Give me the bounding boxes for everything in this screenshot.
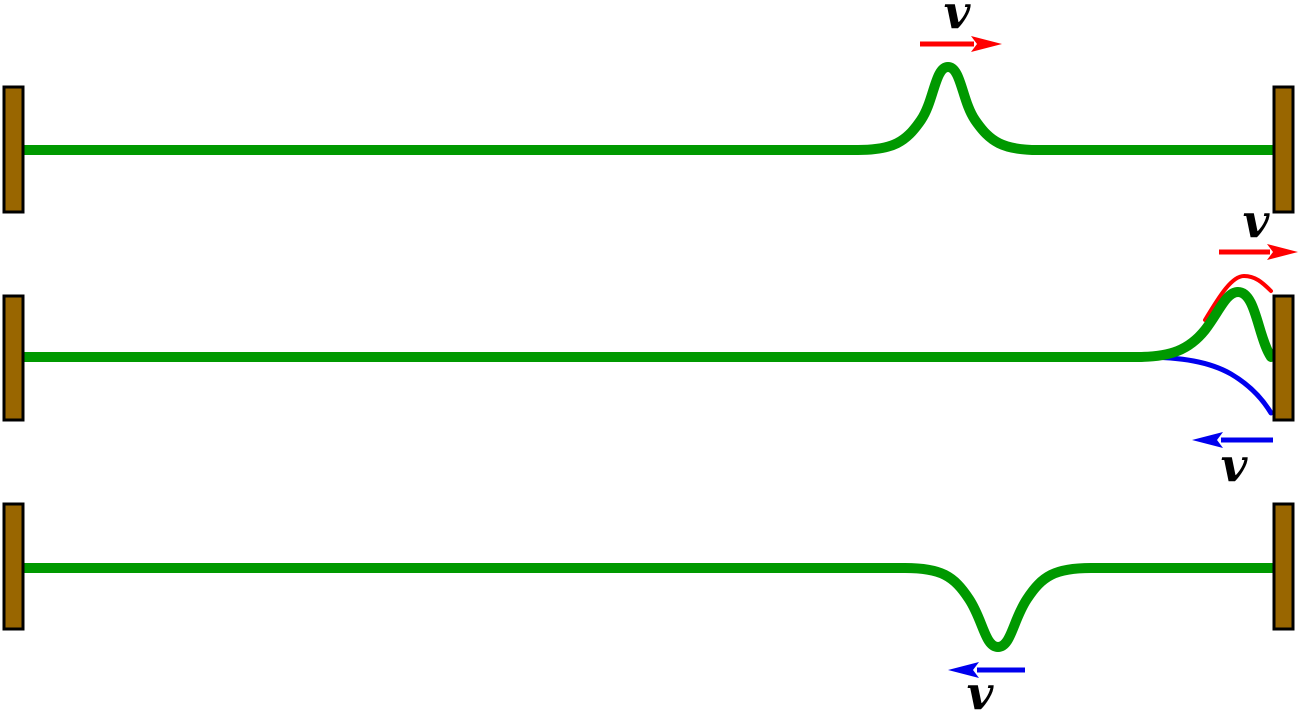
reflected-velocity-label: v [1221, 438, 1249, 492]
arrow-head [1192, 432, 1223, 448]
resultant-string-curve [18, 287, 1276, 362]
arrow-head [1267, 244, 1298, 260]
left-wall-post [2, 85, 25, 214]
arrow-head [948, 662, 979, 678]
reflected-pulse-curve [1139, 354, 1274, 416]
panel-reflected-pulse: v [2, 502, 1295, 716]
string-with-inverted-pulse [18, 563, 1278, 652]
velocity-label: v [944, 0, 972, 39]
left-wall-post [2, 502, 25, 631]
string-with-incident-pulse [18, 62, 1278, 155]
panel-reflection-superposition: v v [2, 194, 1298, 492]
velocity-arrow-right-icon [920, 36, 1002, 52]
incident-velocity-label: v [1243, 194, 1271, 248]
incident-velocity-arrow-right-icon [1219, 244, 1298, 260]
panel-incident-pulse: v [2, 0, 1295, 214]
reflected-velocity-arrow-left-icon [1192, 432, 1273, 448]
left-wall-post [2, 294, 25, 422]
arrow-head [971, 36, 1002, 52]
right-wall-post [1272, 502, 1295, 631]
right-wall-post [1272, 294, 1295, 422]
velocity-label: v [967, 666, 995, 716]
right-wall-post [1272, 85, 1295, 214]
incident-pulse-curve [1203, 274, 1273, 322]
velocity-arrow-left-icon [948, 662, 1025, 678]
